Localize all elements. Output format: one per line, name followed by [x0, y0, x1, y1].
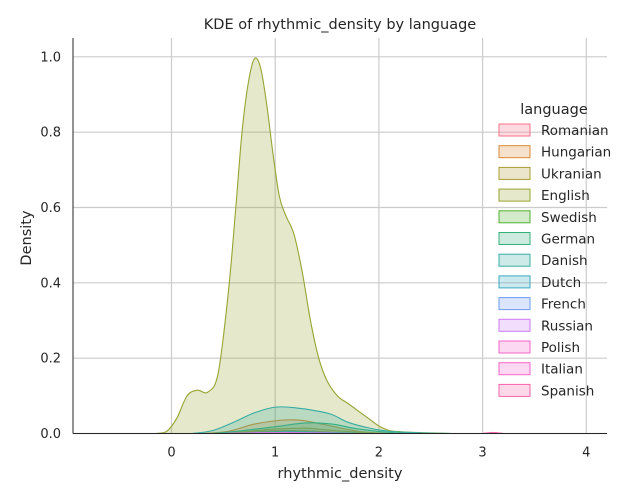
- legend-swatch-swedish: [498, 210, 531, 224]
- legend-label-polish: Polish: [541, 340, 580, 356]
- x-tick-label: 2: [375, 446, 383, 461]
- y-tick-label: 0.2: [40, 352, 61, 367]
- density-fill-danish: [192, 406, 452, 434]
- legend-label-hungarian: Hungarian: [541, 145, 611, 161]
- legend-swatch-spanish: [498, 383, 531, 397]
- legend-label-danish: Danish: [541, 253, 588, 269]
- density-curve-hungarian: [202, 419, 390, 435]
- legend-label-german: German: [541, 232, 595, 248]
- legend-swatch-ukranian: [498, 166, 531, 180]
- legend-swatch-polish: [498, 340, 531, 354]
- legend-swatch-hungarian: [498, 145, 531, 159]
- density-fill-english: [155, 57, 452, 434]
- density-areas: [155, 57, 504, 435]
- legend-label-french: French: [541, 297, 586, 313]
- legend-swatch-english: [498, 188, 531, 202]
- x-tick-label: 0: [167, 446, 175, 461]
- legend-swatch-romanian: [498, 123, 531, 137]
- legend-label-ukranian: Ukranian: [541, 166, 602, 182]
- legend-swatch-russian: [498, 318, 531, 332]
- legend-label-romanian: Romanian: [541, 123, 609, 139]
- density-curve-german: [212, 422, 421, 435]
- y-axis-label: Density: [19, 210, 35, 266]
- x-tick-label: 1: [271, 446, 279, 461]
- legend-swatch-german: [498, 232, 531, 245]
- legend: language Romanian Hungarian Ukranian Englis…: [498, 102, 611, 399]
- y-tick-label: 1.0: [40, 50, 61, 65]
- density-curve-ukranian: [212, 427, 379, 435]
- legend-label-russian: Russian: [541, 318, 593, 334]
- tick-labels: 0 1 2 3 4 0.0 0.2 0.4 0.6 0.8 1.0: [40, 50, 590, 460]
- x-tick-label: 3: [478, 446, 486, 461]
- density-curve-danish: [192, 406, 452, 435]
- legend-swatch-danish: [498, 253, 531, 267]
- y-tick-label: 0.6: [40, 201, 61, 216]
- legend-label-italian: Italian: [541, 362, 583, 378]
- legend-label-english: English: [541, 188, 590, 204]
- legend-swatch-french: [498, 297, 531, 311]
- legend-label-dutch: Dutch: [541, 275, 581, 291]
- legend-title: language: [520, 102, 588, 118]
- legend-swatch-dutch: [498, 275, 531, 289]
- axes: [72, 38, 607, 434]
- y-tick-label: 0.4: [40, 276, 61, 291]
- y-tick-label: 0.8: [40, 126, 61, 141]
- chart-title: KDE of rhythmic_density by language: [204, 17, 477, 33]
- x-tick-label: 4: [582, 446, 590, 461]
- legend-label-spanish: Spanish: [541, 383, 594, 399]
- x-axis-label: rhythmic_density: [278, 466, 403, 482]
- legend-label-swedish: Swedish: [541, 210, 597, 226]
- y-tick-label: 0.0: [40, 427, 61, 442]
- density-curve-english: [155, 57, 452, 435]
- legend-swatch-italian: [498, 362, 531, 376]
